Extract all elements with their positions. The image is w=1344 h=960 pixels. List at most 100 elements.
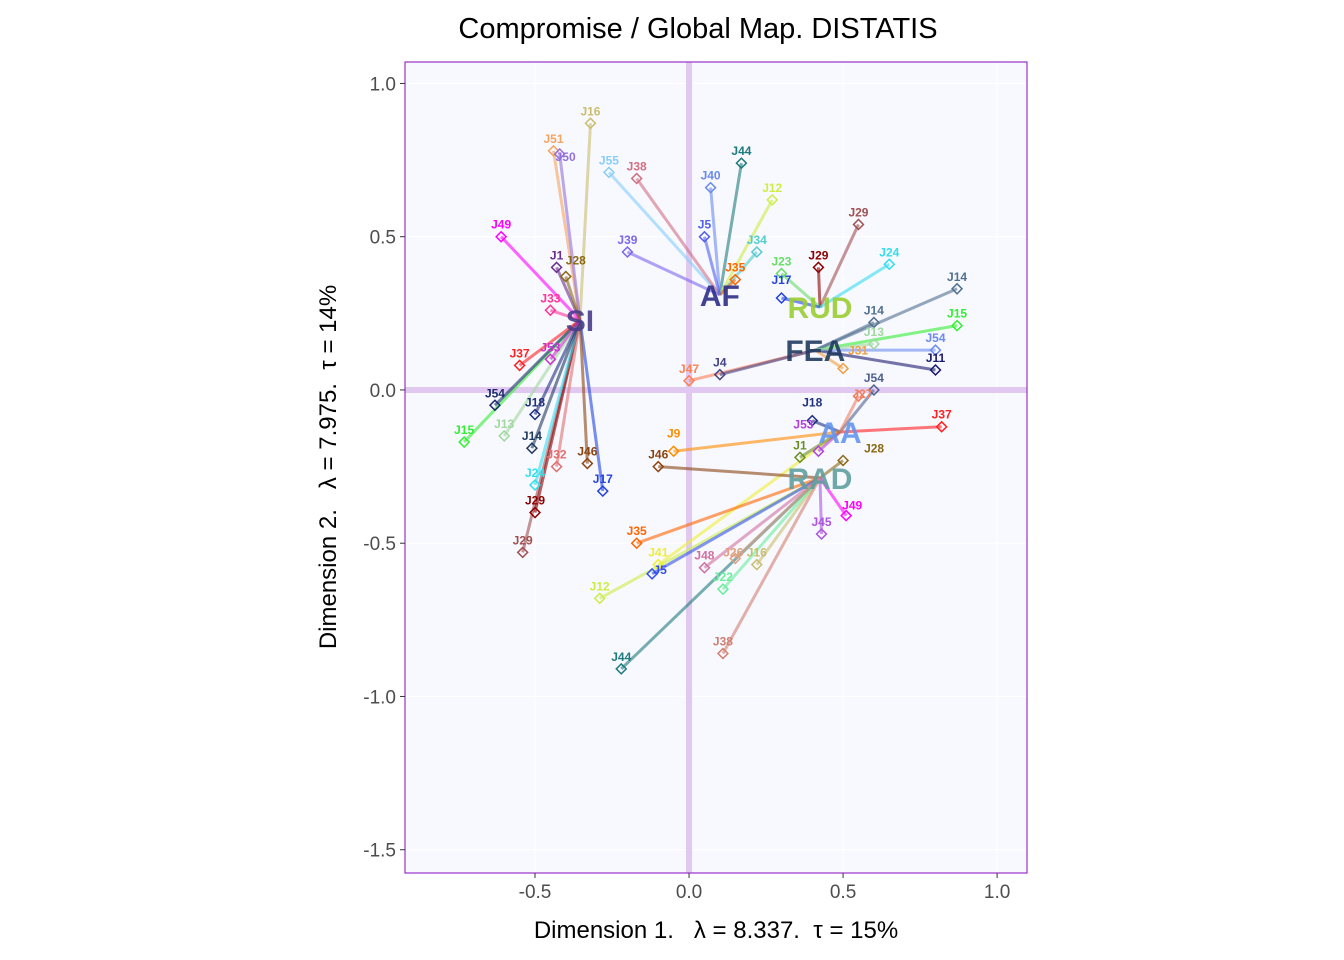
partial-point-label: J54 — [864, 371, 884, 385]
link-line — [555, 319, 582, 467]
partial-point-label: J44 — [611, 650, 631, 664]
partial-point-label: J16 — [580, 104, 600, 118]
partial-point-label: J9 — [667, 426, 681, 440]
link-line — [815, 348, 936, 372]
link-line — [780, 272, 821, 309]
partial-point-label: J14 — [947, 270, 967, 284]
link-line — [673, 430, 841, 453]
partial-point-label: J29 — [513, 533, 533, 547]
link-line — [819, 459, 844, 480]
category-label: RUD — [787, 292, 852, 325]
partial-point-marker — [852, 390, 865, 403]
y-tick-label: -1.0 — [363, 687, 396, 708]
partial-point-label: J49 — [491, 218, 511, 232]
link-line — [635, 177, 722, 296]
category-label: AA — [818, 417, 861, 450]
partial-point-label: J29 — [525, 494, 545, 508]
link-line — [558, 153, 582, 321]
partial-point-marker — [729, 273, 742, 286]
link-line — [814, 348, 844, 370]
partial-point-marker — [837, 454, 850, 467]
partial-point-marker — [793, 451, 806, 464]
partial-point-label: J14 — [522, 429, 542, 443]
link-line — [703, 476, 821, 569]
partial-point-label: J24 — [525, 466, 545, 480]
link-line — [607, 171, 721, 296]
link-line — [755, 477, 822, 566]
link-line — [721, 476, 822, 591]
partial-point-label: J33 — [540, 291, 560, 305]
partial-point-marker — [929, 364, 942, 377]
partial-point-label: J37 — [932, 408, 952, 422]
partial-point-marker — [852, 218, 865, 231]
partial-point-label: J28 — [864, 441, 884, 455]
partial-point-marker — [750, 246, 763, 259]
partial-point-marker — [458, 436, 471, 449]
partial-point-marker — [495, 230, 508, 243]
plot-border — [404, 61, 1028, 874]
link-line — [578, 319, 589, 464]
x-tick-label: -0.5 — [519, 882, 552, 903]
partial-point-marker — [596, 485, 609, 498]
link-line — [636, 476, 821, 545]
partial-point-marker — [544, 304, 557, 317]
y-tick-label: 1.0 — [370, 74, 396, 95]
link-line — [657, 430, 841, 566]
partial-point-label: J53 — [540, 340, 560, 354]
partial-point-label: J32 — [547, 448, 567, 462]
partial-point-marker — [652, 558, 665, 571]
partial-point-label: J53 — [793, 417, 813, 431]
category-label: FEA — [785, 335, 845, 368]
partial-point-label: J16 — [747, 546, 767, 560]
partial-point-marker — [615, 662, 628, 675]
partial-point-label: J35 — [627, 524, 647, 538]
partial-point-label: J1 — [550, 248, 564, 262]
link-line — [781, 296, 821, 309]
partial-point-marker — [581, 457, 594, 470]
partial-point-label: J54 — [925, 331, 945, 345]
partial-point-marker — [806, 414, 819, 427]
partial-point-marker — [630, 172, 643, 185]
link-line — [818, 223, 860, 308]
link-line — [816, 267, 822, 308]
partial-point-marker — [516, 546, 529, 559]
partial-point-marker — [698, 230, 711, 243]
partial-point-label: J45 — [811, 515, 831, 529]
partial-point-marker — [550, 460, 563, 473]
partial-point-marker — [867, 316, 880, 329]
link-line — [533, 319, 582, 416]
partial-point-marker — [488, 399, 501, 412]
category-label: SI — [566, 305, 594, 338]
partial-point-label: J38 — [627, 159, 647, 173]
partial-point-label: J15 — [454, 423, 474, 437]
chart-title: Compromise / Global Map. DISTATIS — [458, 13, 937, 45]
partial-point-marker — [498, 429, 511, 442]
partial-point-label: J44 — [731, 144, 751, 158]
link-line — [702, 236, 722, 296]
partial-point-label: J46 — [577, 445, 597, 459]
link-line — [817, 430, 842, 453]
partial-point-label: J12 — [762, 181, 782, 195]
partial-point-marker — [704, 181, 717, 194]
partial-point-marker — [775, 291, 788, 305]
partial-point-marker — [775, 267, 788, 280]
partial-point-label: J29 — [808, 248, 828, 262]
partial-point-label: J40 — [701, 169, 721, 183]
link-line — [838, 389, 876, 433]
partial-point-label: J48 — [694, 549, 714, 563]
partial-point-marker — [713, 368, 726, 381]
link-line — [533, 319, 582, 486]
partial-point-label: J26 — [723, 546, 743, 560]
partial-point-marker — [951, 319, 964, 332]
y-tick-label: -1.5 — [363, 841, 396, 862]
partial-point-label: J5 — [653, 563, 667, 577]
partial-point-marker — [602, 166, 615, 179]
partial-point-label: J49 — [842, 499, 862, 513]
link-line — [839, 425, 942, 434]
link-line — [811, 419, 841, 434]
partial-point-marker — [766, 193, 779, 206]
x-tick-label: 0.5 — [830, 882, 856, 903]
partial-point-marker — [716, 647, 729, 660]
partial-point-marker — [652, 460, 665, 473]
